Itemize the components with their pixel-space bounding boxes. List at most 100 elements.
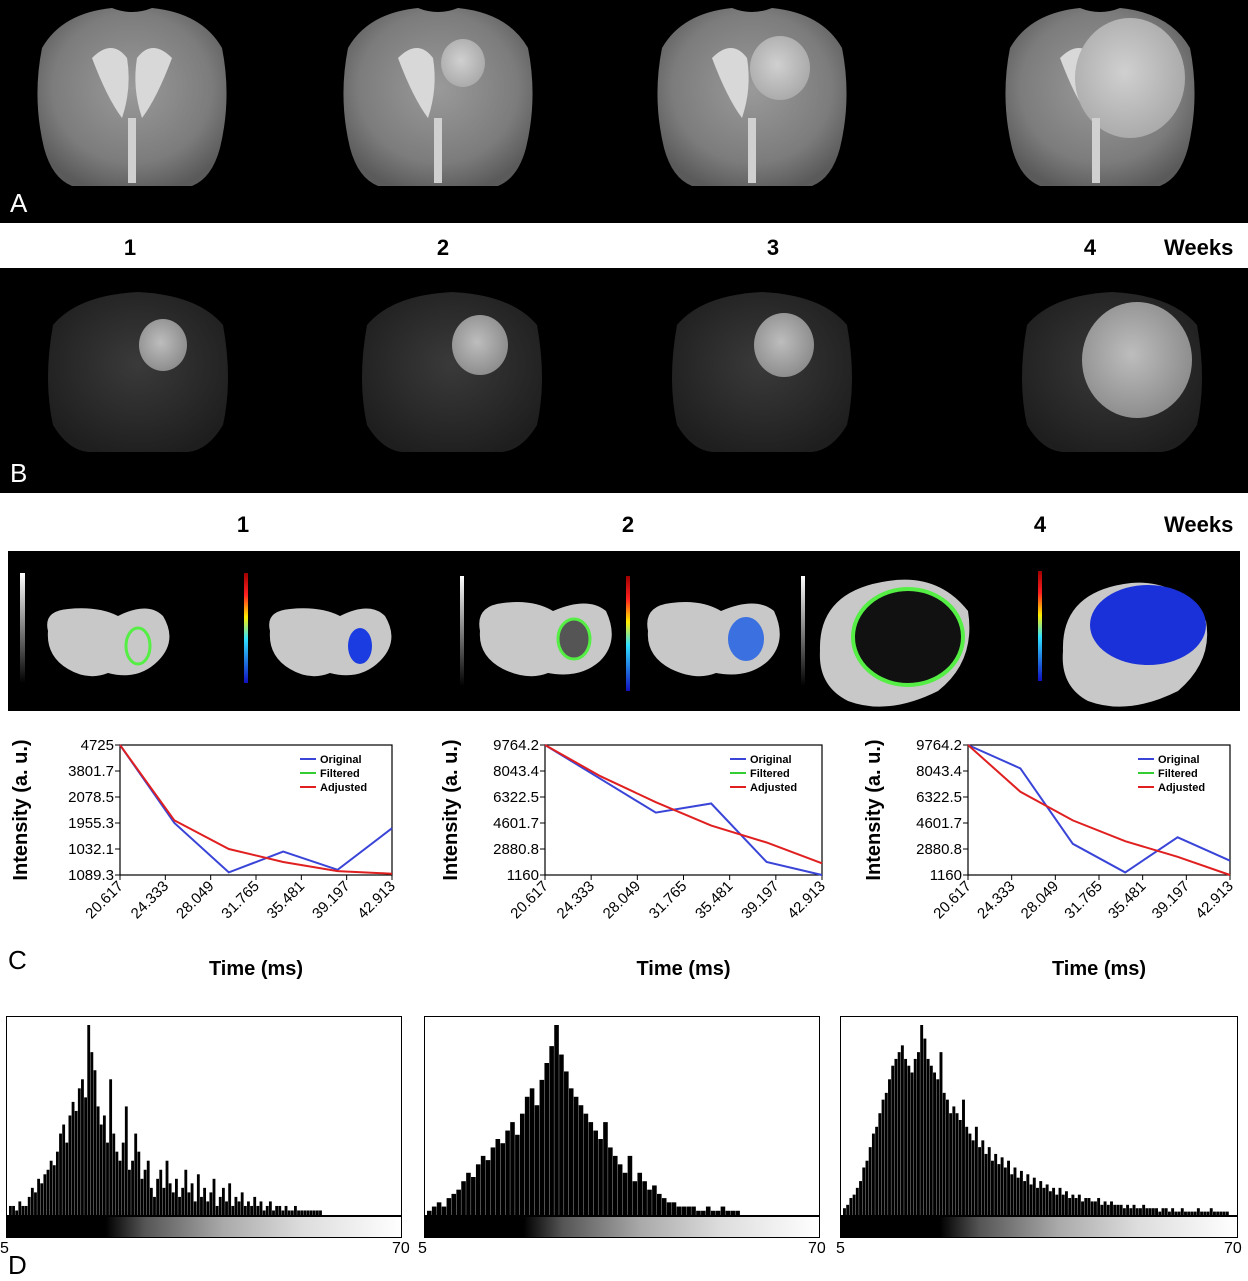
- histogram-bar: [124, 1106, 128, 1215]
- histogram-bar: [1019, 1170, 1023, 1215]
- y-tick-label: 1032.1: [68, 841, 114, 858]
- histogram-bar: [21, 1205, 25, 1215]
- histogram-bar: [929, 1065, 933, 1215]
- week-label: 1: [236, 512, 250, 537]
- histogram-bar: [568, 1088, 574, 1215]
- y-tick-label: 2880.8: [916, 841, 962, 858]
- histogram-bar: [1151, 1208, 1155, 1215]
- histogram-bar: [519, 1113, 525, 1215]
- histogram-bar: [661, 1198, 667, 1215]
- panel-label-d: D: [8, 1250, 27, 1280]
- histogram-bar: [529, 1088, 535, 1215]
- histogram-bar: [1106, 1204, 1110, 1215]
- y-tick-label: 6322.5: [493, 789, 539, 806]
- y-tick-label: 4601.7: [916, 815, 962, 832]
- histogram-bar: [1180, 1208, 1184, 1215]
- histogram-bar: [74, 1110, 78, 1215]
- histogram-bar: [933, 1072, 937, 1215]
- x-tick-label: 42.913: [354, 878, 398, 922]
- histogram-bar: [1190, 1211, 1194, 1215]
- histogram-3-min-label: 5: [836, 1240, 845, 1257]
- histogram-bar: [319, 1210, 322, 1215]
- line-chart-1: 4725 3801.7 2078.5 1955.3 1032.1 1089.320.617…: [10, 737, 399, 980]
- histogram-bar: [102, 1115, 106, 1215]
- histogram-bar: [1061, 1194, 1065, 1215]
- mri-b-week3: [672, 292, 852, 452]
- histogram-bar: [1148, 1208, 1152, 1215]
- histogram-bar: [128, 1169, 131, 1215]
- legend-entry: Adjusted: [1158, 782, 1205, 794]
- histogram-bar: [1184, 1211, 1187, 1215]
- histogram-bar: [112, 1133, 116, 1215]
- panel-label-b: B: [10, 458, 28, 488]
- histogram-bar: [1219, 1211, 1223, 1215]
- x-axis-title: Time (ms): [636, 958, 730, 980]
- week-label: 3: [766, 235, 780, 260]
- histogram-bar: [485, 1160, 491, 1215]
- histogram-bar: [875, 1126, 879, 1215]
- x-tick-label: 20.617: [82, 878, 126, 922]
- histogram-bar: [990, 1160, 994, 1215]
- histogram-bar: [250, 1205, 253, 1215]
- histogram-bar: [974, 1126, 978, 1215]
- y-tick-label: 4725: [81, 737, 114, 754]
- histogram-bar: [1167, 1211, 1171, 1215]
- intensity-colorbar-3: [840, 1216, 1238, 1238]
- histogram-bar: [603, 1122, 608, 1215]
- histogram-bar: [184, 1169, 188, 1215]
- histogram-bar: [676, 1206, 682, 1215]
- histogram-bar: [471, 1177, 476, 1215]
- histogram-bar: [115, 1151, 119, 1215]
- histogram-bar: [1093, 1201, 1097, 1215]
- histogram-bar: [1135, 1208, 1139, 1215]
- histogram-bar: [949, 1113, 953, 1215]
- histogram-bar: [1023, 1181, 1027, 1215]
- histogram-bar: [549, 1046, 554, 1215]
- histogram-bar: [1074, 1198, 1078, 1215]
- histogram-bar: [34, 1192, 37, 1215]
- week-label: 2: [621, 512, 635, 537]
- series-line-original: [967, 744, 1231, 874]
- panel-c-maps: [20, 571, 1208, 707]
- histogram-bar: [312, 1210, 316, 1215]
- week-label: 4: [1033, 512, 1047, 537]
- y-axis-title: Intensity (a. u.): [10, 739, 32, 880]
- x-tick-label: 35.481: [692, 878, 736, 922]
- histogram-bar: [997, 1164, 1001, 1215]
- histogram-3: [843, 1025, 1229, 1215]
- histogram-bar: [206, 1201, 210, 1215]
- histogram-bar: [109, 1079, 113, 1215]
- histogram-bar: [1090, 1201, 1094, 1215]
- histogram-bar: [865, 1160, 869, 1215]
- histogram-bar: [15, 1210, 19, 1215]
- histogram-bar: [309, 1210, 313, 1215]
- histogram-bar: [1100, 1204, 1104, 1215]
- histogram-bar: [939, 1052, 943, 1215]
- histogram-bar: [1055, 1194, 1059, 1215]
- histogram-bar: [71, 1101, 75, 1215]
- histogram-bar: [247, 1201, 250, 1215]
- x-tick-label: 24.333: [554, 878, 598, 922]
- histogram-bar: [146, 1160, 150, 1215]
- intensity-colorbar-1: [6, 1216, 402, 1238]
- histogram-bar: [647, 1189, 652, 1215]
- histogram-bar: [18, 1201, 22, 1215]
- histogram-bar: [137, 1151, 141, 1215]
- histogram-bar: [583, 1113, 589, 1215]
- mri-a-week4: [1005, 8, 1195, 186]
- y-tick-label: 1160: [507, 867, 539, 884]
- histogram-bar: [593, 1130, 598, 1215]
- histogram-bar: [1145, 1208, 1149, 1215]
- histogram-bar: [43, 1174, 47, 1215]
- histogram-bar: [209, 1192, 213, 1215]
- histogram-bar: [735, 1210, 740, 1215]
- histogram-bar: [710, 1210, 716, 1215]
- histogram-bar: [637, 1172, 643, 1215]
- histogram-bar: [926, 1058, 930, 1215]
- histogram-bar: [1203, 1211, 1207, 1215]
- weeks-unit-label: Weeks: [1164, 512, 1234, 537]
- histogram-bar: [1110, 1201, 1113, 1215]
- histogram-bar: [1206, 1211, 1210, 1215]
- histogram-bar: [881, 1099, 885, 1215]
- histogram-bar: [287, 1210, 291, 1215]
